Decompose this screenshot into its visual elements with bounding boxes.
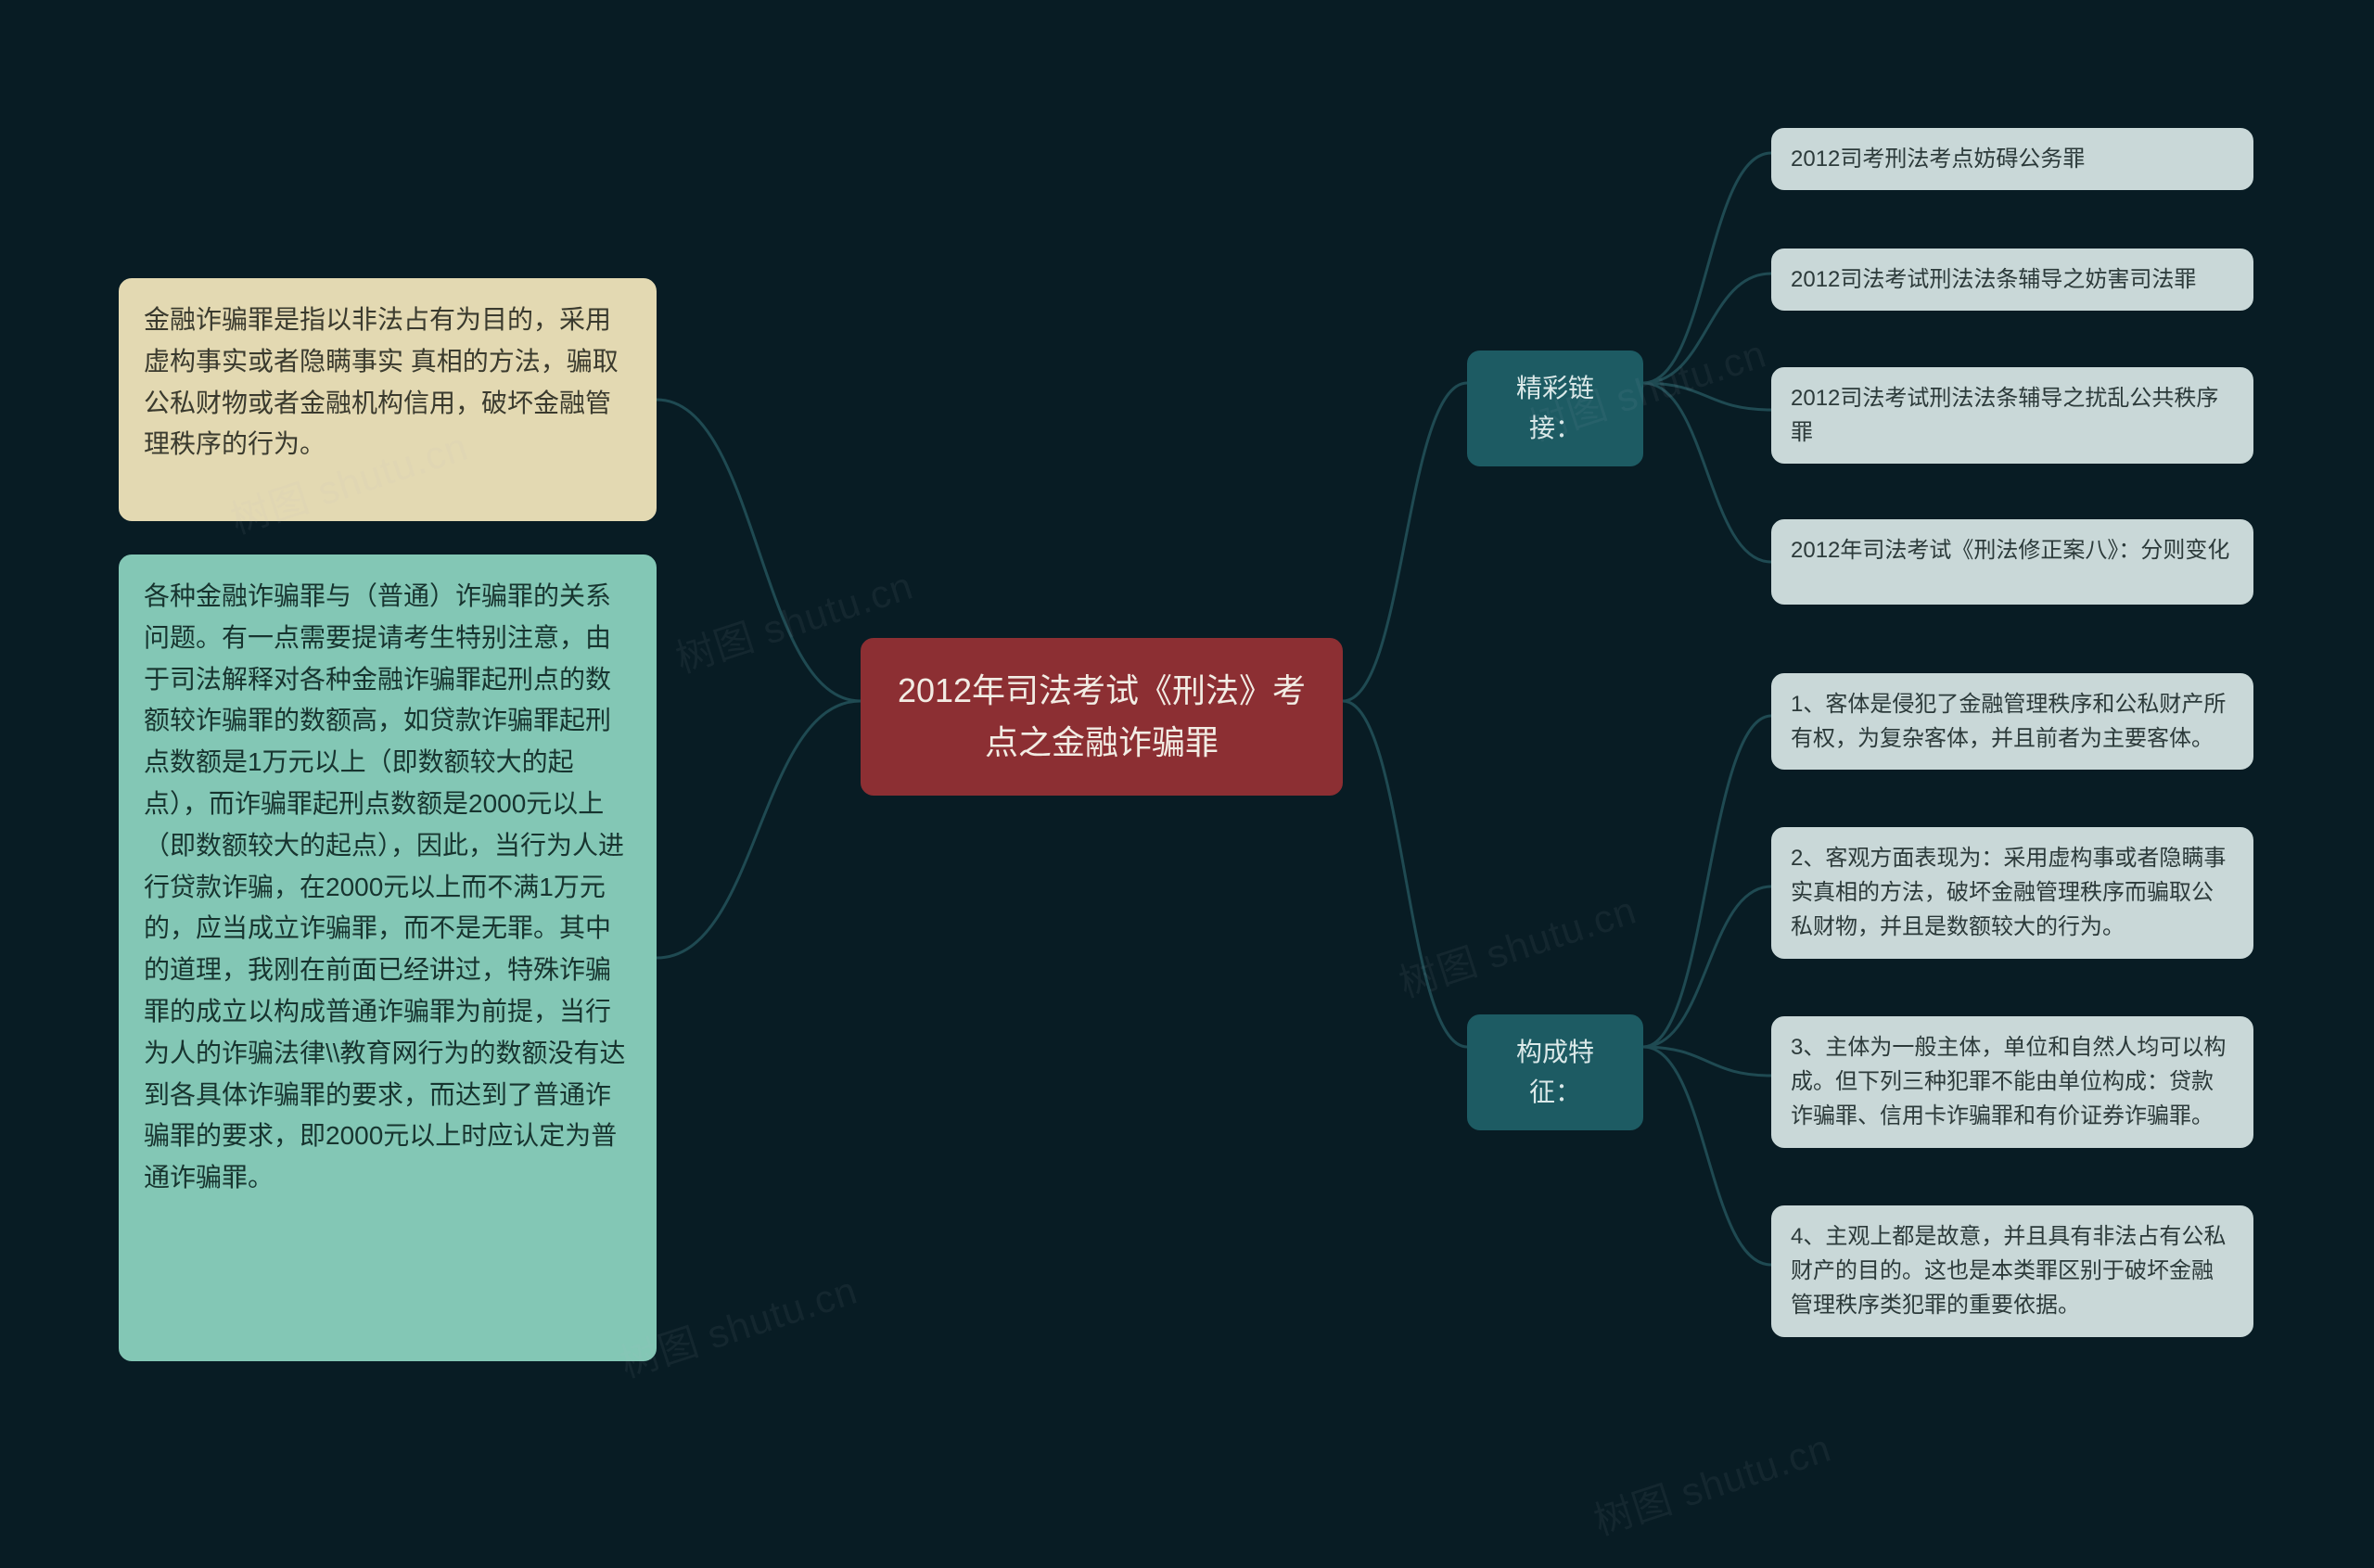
branch-node-features: 构成特征： — [1467, 1014, 1643, 1130]
leaf-node-links-1: 2012司法考试刑法法条辅导之妨害司法罪 — [1771, 249, 2253, 311]
leaf-node-features-2: 3、主体为一般主体，单位和自然人均可以构成。但下列三种犯罪不能由单位构成：贷款诈… — [1771, 1016, 2253, 1148]
leaf-node-features-1: 2、客观方面表现为：采用虚构事或者隐瞒事实真相的方法，破坏金融管理秩序而骗取公私… — [1771, 827, 2253, 959]
left-node-definition: 金融诈骗罪是指以非法占有为目的，采用虚构事实或者隐瞒事实 真相的方法，骗取公私财… — [119, 278, 657, 521]
leaf-node-links-3: 2012年司法考试《刑法修正案八》：分则变化 — [1771, 519, 2253, 605]
leaf-node-links-2: 2012司法考试刑法法条辅导之扰乱公共秩序罪 — [1771, 367, 2253, 464]
left-node-relation: 各种金融诈骗罪与（普通）诈骗罪的关系问题。有一点需要提请考生特别注意，由于司法解… — [119, 555, 657, 1361]
leaf-node-features-0: 1、客体是侵犯了金融管理秩序和公私财产所有权，为复杂客体，并且前者为主要客体。 — [1771, 673, 2253, 770]
branch-node-links: 精彩链接： — [1467, 351, 1643, 466]
leaf-node-features-3: 4、主观上都是故意，并且具有非法占有公私财产的目的。这也是本类罪区别于破坏金融管… — [1771, 1205, 2253, 1337]
leaf-node-links-0: 2012司考刑法考点妨碍公务罪 — [1771, 128, 2253, 190]
center-node: 2012年司法考试《刑法》考点之金融诈骗罪 — [861, 638, 1343, 796]
